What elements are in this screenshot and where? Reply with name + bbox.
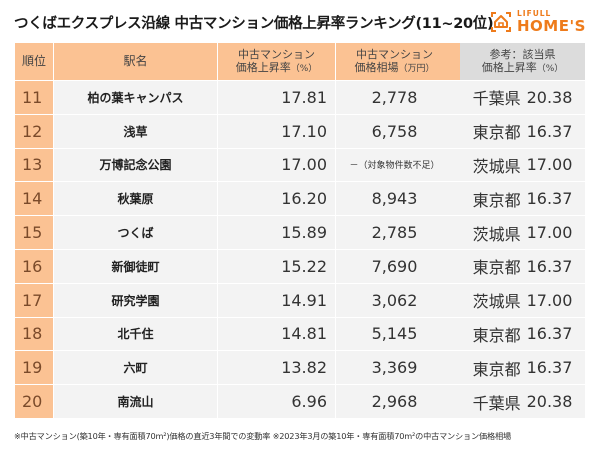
price: 7,690 <box>335 248 453 283</box>
column-gap <box>453 248 460 283</box>
column-gap <box>453 316 460 351</box>
price-rate: 16.20 <box>217 181 335 216</box>
column-gap <box>453 43 460 80</box>
header-price: 中古マンション 価格相場（万円） <box>335 43 453 80</box>
header-price-line2: 価格相場（万円） <box>354 61 435 75</box>
price: 8,943 <box>335 181 453 216</box>
header-reference: 参考：該当県 価格上昇率（%） <box>460 43 585 80</box>
rank: 11 <box>15 80 53 114</box>
header-rank: 順位 <box>15 43 53 80</box>
reference: 茨城県 17.00 <box>460 215 585 249</box>
table-row: 20 南流山 6.96 2,968 千葉県 20.38 <box>15 384 585 418</box>
price-rate: 14.91 <box>217 282 335 317</box>
price: 3,369 <box>335 350 453 385</box>
page-title: つくばエクスプレス沿線 中古マンション価格上昇率ランキング(11~20位) <box>14 16 494 32</box>
column-gap <box>453 147 460 182</box>
table-header: 順位 駅名 中古マンション 価格上昇率（%） 中古マンション 価格相場（万円） … <box>15 43 585 80</box>
table-row: 16 新御徒町 15.22 7,690 東京都 16.37 <box>15 248 585 283</box>
table-row: 18 北千住 14.81 5,145 東京都 16.37 <box>15 316 585 351</box>
rank: 15 <box>15 215 53 249</box>
header-station: 駅名 <box>53 43 217 80</box>
reference: 東京都 16.37 <box>460 248 585 283</box>
price-rate: 15.22 <box>217 248 335 283</box>
table-row: 12 浅草 17.10 6,758 東京都 16.37 <box>15 113 585 148</box>
column-gap <box>453 80 460 114</box>
price: 2,968 <box>335 384 453 418</box>
header-rate: 中古マンション 価格上昇率（%） <box>217 43 335 80</box>
ranking-table: 順位 駅名 中古マンション 価格上昇率（%） 中古マンション 価格相場（万円） … <box>15 43 585 418</box>
station-name: 新御徒町 <box>53 248 217 283</box>
column-gap <box>453 384 460 418</box>
price-rate: 14.81 <box>217 316 335 351</box>
rank: 12 <box>15 113 53 148</box>
rank: 16 <box>15 248 53 283</box>
footnote: ※中古マンション(築10年・専有面積70m²)価格の直近3年間での変動率 ※20… <box>14 431 511 441</box>
reference: 千葉県 20.38 <box>460 384 585 418</box>
header-price-line1: 中古マンション <box>356 47 433 61</box>
table-row: 17 研究学園 14.91 3,062 茨城県 17.00 <box>15 282 585 317</box>
home-icon <box>491 12 511 32</box>
price-rate: 15.89 <box>217 215 335 249</box>
price: 2,778 <box>335 80 453 114</box>
price-rate: 17.00 <box>217 147 335 182</box>
reference: 東京都 16.37 <box>460 316 585 351</box>
table-row: 14 秋葉原 16.20 8,943 東京都 16.37 <box>15 181 585 216</box>
price-rate: 17.81 <box>217 80 335 114</box>
price-rate: 6.96 <box>217 384 335 418</box>
station-name: 北千住 <box>53 316 217 351</box>
column-gap <box>453 181 460 216</box>
column-gap <box>453 215 460 249</box>
station-name: つくば <box>53 215 217 249</box>
column-gap <box>453 282 460 317</box>
logo-small-text: LIFULL <box>517 9 552 19</box>
station-name: 六町 <box>53 350 217 385</box>
table-row: 13 万博記念公園 17.00 －（対象物件数不足） 茨城県 17.00 <box>15 147 585 182</box>
reference: 東京都 16.37 <box>460 113 585 148</box>
rank: 18 <box>15 316 53 351</box>
reference: 茨城県 17.00 <box>460 147 585 182</box>
rank: 20 <box>15 384 53 418</box>
logo-big-text: HOME'S <box>517 16 586 35</box>
rank: 19 <box>15 350 53 385</box>
station-name: 万博記念公園 <box>53 147 217 182</box>
header-rate-line2: 価格上昇率（%） <box>235 61 318 75</box>
station-name: 南流山 <box>53 384 217 418</box>
price: 3,062 <box>335 282 453 317</box>
header-ref-line1: 参考：該当県 <box>489 47 556 61</box>
station-name: 秋葉原 <box>53 181 217 216</box>
price-rate: 13.82 <box>217 350 335 385</box>
lifull-homes-logo: LIFULL HOME'S <box>490 9 590 35</box>
rank: 13 <box>15 147 53 182</box>
reference: 東京都 16.37 <box>460 350 585 385</box>
table-row: 15 つくば 15.89 2,785 茨城県 17.00 <box>15 215 585 249</box>
station-name: 柏の葉キャンパス <box>53 80 217 114</box>
reference: 東京都 16.37 <box>460 181 585 216</box>
reference: 茨城県 17.00 <box>460 282 585 317</box>
station-name: 研究学園 <box>53 282 217 317</box>
price-rate: 17.10 <box>217 113 335 148</box>
price: －（対象物件数不足） <box>335 147 453 182</box>
header-rate-line1: 中古マンション <box>238 47 315 61</box>
price: 5,145 <box>335 316 453 351</box>
column-gap <box>453 350 460 385</box>
table-row: 19 六町 13.82 3,369 東京都 16.37 <box>15 350 585 385</box>
table-row: 11 柏の葉キャンパス 17.81 2,778 千葉県 20.38 <box>15 80 585 114</box>
reference: 千葉県 20.38 <box>460 80 585 114</box>
header-ref-line2: 価格上昇率（%） <box>481 61 564 75</box>
rank: 14 <box>15 181 53 216</box>
station-name: 浅草 <box>53 113 217 148</box>
price: 6,758 <box>335 113 453 148</box>
column-gap <box>453 113 460 148</box>
price: 2,785 <box>335 215 453 249</box>
rank: 17 <box>15 282 53 317</box>
